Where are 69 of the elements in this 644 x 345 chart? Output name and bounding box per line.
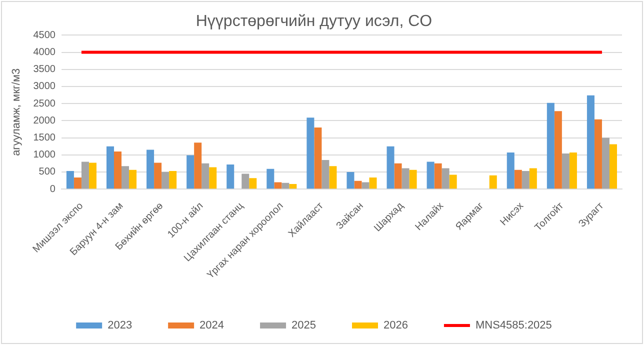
y-tick-label: 1000	[33, 150, 56, 161]
bar	[386, 146, 394, 189]
bar	[322, 160, 330, 189]
bar	[609, 144, 617, 189]
bar	[186, 155, 194, 189]
bar	[314, 128, 322, 189]
bar	[402, 168, 410, 189]
bar	[282, 182, 290, 189]
bar	[554, 111, 562, 189]
bar	[202, 163, 210, 189]
bar	[586, 95, 594, 189]
bar	[81, 162, 89, 189]
legend-label: MNS4585:2025	[475, 320, 552, 332]
bar	[162, 172, 170, 189]
bar	[522, 170, 530, 189]
bar	[169, 170, 177, 189]
bar	[74, 177, 82, 189]
bar	[329, 166, 337, 189]
y-tick-label: 3000	[33, 81, 56, 92]
y-tick-label: 4500	[33, 30, 56, 41]
y-tick-label: 2500	[33, 98, 56, 110]
legend-label: 2023	[108, 320, 132, 332]
bar	[594, 119, 602, 189]
bar	[289, 184, 297, 189]
bar	[514, 170, 522, 189]
bar	[274, 182, 282, 189]
bar	[546, 102, 554, 189]
bar	[562, 154, 570, 189]
bar	[88, 162, 96, 189]
bar	[529, 168, 537, 189]
bar	[129, 170, 137, 189]
bar	[122, 166, 130, 189]
bar	[394, 163, 402, 189]
chart-title: Нүүрстөрөгчийн дутуу исэл, CO	[196, 13, 432, 30]
bar	[602, 138, 610, 189]
y-tick-label: 500	[38, 166, 56, 178]
bar	[409, 170, 417, 189]
bar	[146, 150, 154, 189]
bar	[114, 151, 122, 189]
bar	[106, 146, 114, 189]
bar	[209, 167, 217, 189]
bar	[434, 163, 442, 189]
y-tick-label: 4000	[33, 47, 56, 58]
bar	[66, 170, 74, 189]
bar	[426, 162, 434, 189]
bar	[154, 162, 162, 189]
bar	[489, 175, 497, 189]
legend-label: 2025	[292, 320, 316, 332]
bar	[506, 152, 514, 189]
bar	[369, 177, 377, 189]
bar	[266, 168, 274, 189]
y-tick-label: 3500	[33, 64, 56, 76]
bar	[194, 142, 202, 189]
bar	[362, 182, 370, 189]
y-tick-label: 1500	[33, 132, 56, 144]
bar	[226, 164, 234, 189]
legend-label: 2024	[200, 320, 224, 332]
bar	[354, 180, 362, 189]
bar	[449, 174, 457, 189]
y-tick-label: 2000	[33, 115, 56, 126]
bar	[249, 178, 257, 189]
y-tick-label: 0	[50, 184, 56, 195]
bar	[569, 152, 577, 189]
bar	[346, 172, 354, 189]
legend-label: 2026	[384, 320, 408, 332]
bar	[242, 174, 250, 189]
bar	[306, 118, 314, 189]
bar	[442, 168, 450, 189]
y-axis-title: агууламж, мкг/м3	[10, 68, 23, 156]
